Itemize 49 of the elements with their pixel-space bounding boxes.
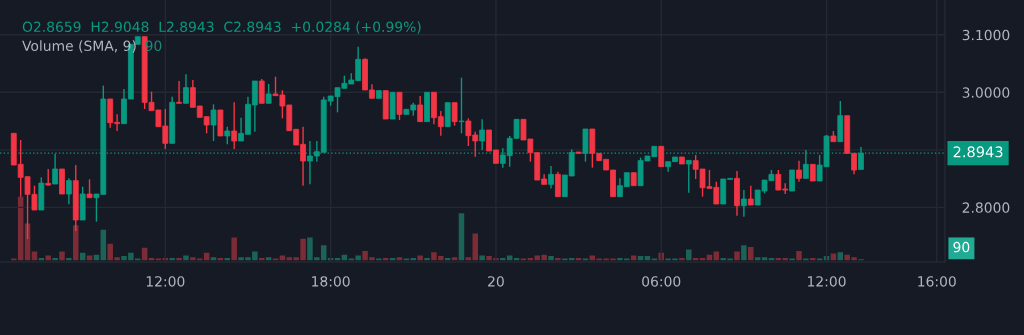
candlestick (479, 118, 486, 151)
candlestick (789, 169, 795, 192)
bar (183, 255, 189, 261)
candlestick (65, 177, 72, 206)
x-tick-label: 18:00 (312, 276, 350, 287)
x-tick-label: 20 (488, 276, 504, 287)
x-tick-label: 12:00 (808, 276, 846, 287)
bar (45, 255, 51, 261)
x-tick-label: 16:00 (918, 276, 956, 287)
candlestick (740, 189, 747, 218)
candlestick (183, 73, 189, 104)
bar (748, 247, 754, 261)
candlestick (444, 101, 451, 128)
candlestick (747, 184, 754, 206)
candlestick (86, 178, 93, 199)
text: 90 (953, 241, 970, 253)
candlestick (458, 76, 465, 135)
y-tick-label: 3.1000 (962, 29, 1010, 41)
bar (830, 253, 837, 261)
bar (741, 245, 747, 261)
bar (59, 251, 65, 261)
bar (686, 249, 692, 261)
candlestick (555, 170, 561, 198)
candlestick (265, 83, 272, 104)
bar (548, 256, 554, 261)
candlestick (685, 159, 692, 194)
bar (796, 250, 802, 261)
bar (479, 255, 485, 261)
candlestick (796, 159, 802, 183)
candlestick (658, 145, 665, 168)
x-tick-label: 12:00 (146, 276, 185, 287)
bar (231, 237, 237, 261)
candlestick (258, 78, 265, 104)
y-tick-label: 2.8000 (962, 202, 1010, 213)
candlestick (176, 80, 182, 104)
candlestick (417, 95, 424, 123)
bar (73, 225, 79, 261)
candlestick (451, 101, 458, 127)
bar (417, 255, 423, 261)
ref-line-label: 2.8943 (953, 146, 1003, 158)
candlestick (396, 91, 403, 121)
bar (458, 213, 465, 261)
candlestick (210, 103, 217, 142)
bar (734, 251, 740, 261)
text: O2.8659 H2.9048 L2.8943 C2.8943 +0.0284 (+0.99%) (22, 21, 421, 34)
y-tick-label: 3.0000 (962, 87, 1010, 98)
x-tick-label: 06:00 (642, 276, 681, 287)
candlestick (231, 101, 238, 150)
candlestick (548, 165, 554, 190)
